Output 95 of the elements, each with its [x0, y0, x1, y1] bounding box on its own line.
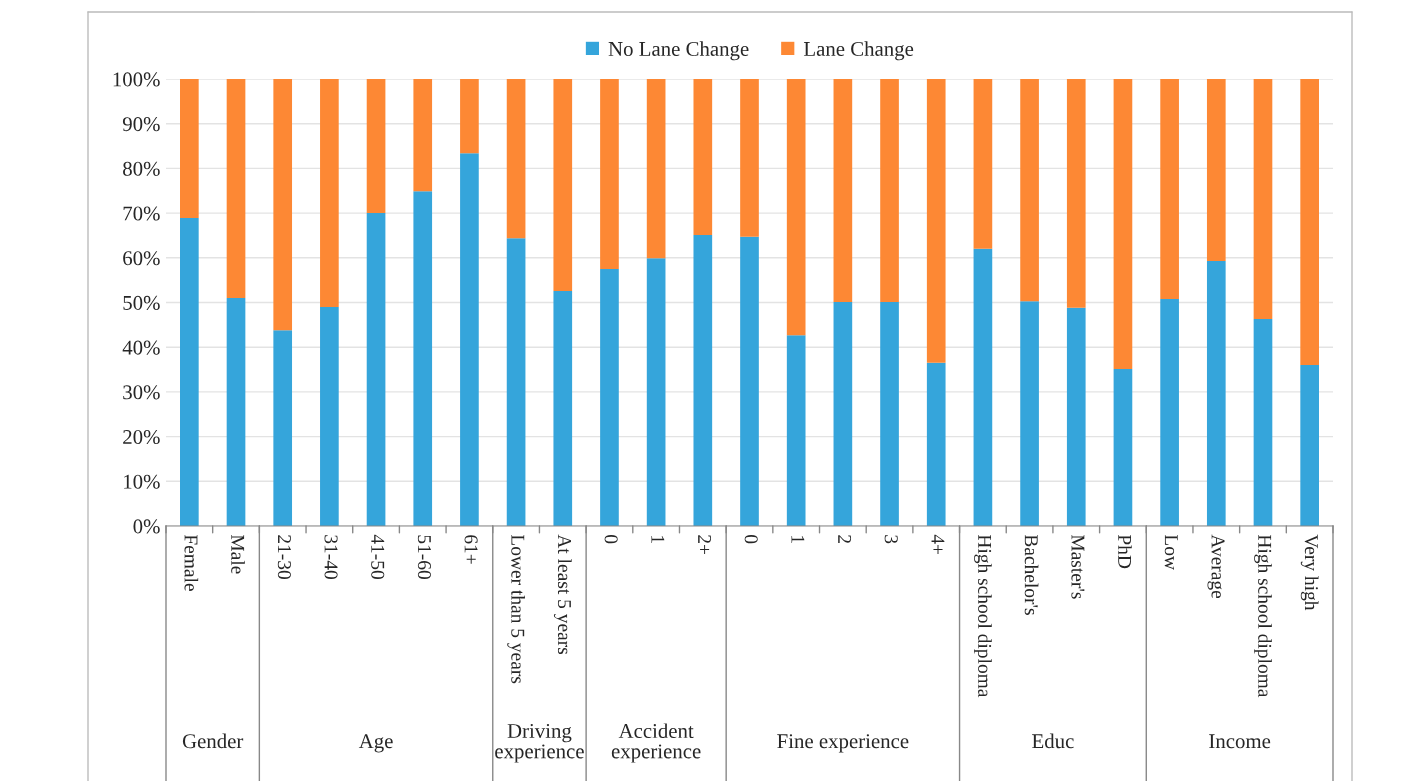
bar [1300, 365, 1319, 526]
y-tick-label: 90% [122, 117, 160, 132]
x-tick-label: 61+ [464, 535, 478, 564]
x-tick-label: Female [184, 534, 199, 591]
x-tick-label: 2 [838, 535, 852, 543]
x-tick-label: Very high [1300, 534, 1319, 611]
x-tick-label: High school diploma [974, 534, 992, 698]
bar [553, 79, 573, 291]
x-tick-label: 31-40 [324, 535, 338, 579]
bar [413, 191, 433, 526]
bar [460, 153, 479, 526]
x-tick-label: Average [1207, 534, 1225, 599]
bar [553, 290, 573, 526]
bar [1113, 369, 1133, 526]
bar [646, 258, 666, 526]
y-tick-label: 30% [123, 385, 160, 400]
bar [1160, 79, 1179, 299]
bar [1160, 298, 1179, 526]
legend-label: Lane Change [803, 41, 914, 61]
bar [180, 79, 199, 219]
bar [926, 79, 946, 363]
bar [180, 218, 199, 526]
y-tick-label: 50% [123, 295, 160, 310]
bar [646, 79, 666, 259]
bar [1020, 301, 1039, 526]
bar [226, 79, 246, 299]
bar [320, 306, 339, 526]
legend-label: No Lane Change [608, 41, 749, 61]
x-tick-label: Male [231, 534, 245, 574]
bar [786, 79, 806, 336]
bar [273, 79, 293, 331]
text: Driving experience [495, 723, 584, 763]
x-tick-label: 0 [604, 535, 618, 544]
bar [600, 268, 619, 526]
text: Income [1209, 734, 1271, 749]
y-tick-label: 20% [123, 429, 160, 445]
bar [1206, 260, 1226, 526]
bar [926, 362, 946, 526]
text: Age [358, 734, 393, 753]
bar [273, 330, 293, 526]
y-tick-label: 10% [124, 474, 160, 489]
bar [413, 79, 433, 192]
bar [226, 298, 246, 526]
x-tick-label: 1 [651, 536, 665, 543]
text: Fine experience [777, 734, 909, 753]
bar [1206, 79, 1226, 261]
y-tick-label: 40% [122, 340, 160, 355]
x-tick-label: 0 [744, 535, 758, 544]
bar [506, 238, 526, 526]
x-tick-label: At least 5 years [553, 534, 572, 655]
text: Accident experience [611, 723, 701, 763]
y-tick-label: 0% [133, 519, 160, 534]
bar [320, 79, 339, 307]
bar [366, 213, 386, 526]
x-tick-label: 41-50 [371, 534, 385, 579]
x-tick-label: 3 [884, 535, 898, 544]
x-tick-label: PhD [1118, 534, 1132, 569]
bar [973, 248, 993, 526]
y-tick-label: 70% [123, 206, 160, 221]
bar [1066, 79, 1086, 308]
bar [740, 79, 759, 237]
x-tick-label: 51-60 [417, 535, 431, 579]
x-tick-label: Bachelor's [1024, 534, 1039, 615]
bar [1253, 319, 1273, 526]
bar [973, 79, 993, 249]
x-tick-label: 1 [791, 536, 805, 543]
text: Educ [1032, 733, 1074, 749]
bar [880, 302, 899, 526]
x-tick-label: Low [1164, 534, 1178, 570]
x-tick-label: 4+ [931, 534, 945, 555]
bar [1253, 79, 1273, 320]
bar [693, 235, 713, 526]
bar [880, 79, 899, 303]
x-tick-label: Master's [1071, 534, 1085, 599]
bar [506, 79, 526, 239]
bar [833, 79, 853, 303]
bar [786, 335, 806, 526]
bar [740, 236, 759, 526]
x-tick-label: Lower than 5 years [507, 534, 525, 684]
bar [1020, 79, 1039, 302]
bar [693, 79, 713, 235]
text: Gender [182, 733, 244, 749]
y-tick-label: 80% [123, 161, 160, 176]
bar [460, 79, 479, 154]
bar [1113, 79, 1133, 370]
y-tick-label: 60% [123, 251, 160, 266]
x-tick-label: 21-30 [277, 535, 291, 579]
bar [600, 79, 619, 269]
x-tick-label: High school diploma [1254, 534, 1272, 698]
bar [366, 79, 386, 214]
bar [833, 302, 853, 526]
bar [1066, 307, 1086, 526]
bar [1300, 79, 1319, 366]
x-tick-label: 2+ [698, 535, 712, 555]
y-tick-label: 100% [113, 72, 160, 87]
